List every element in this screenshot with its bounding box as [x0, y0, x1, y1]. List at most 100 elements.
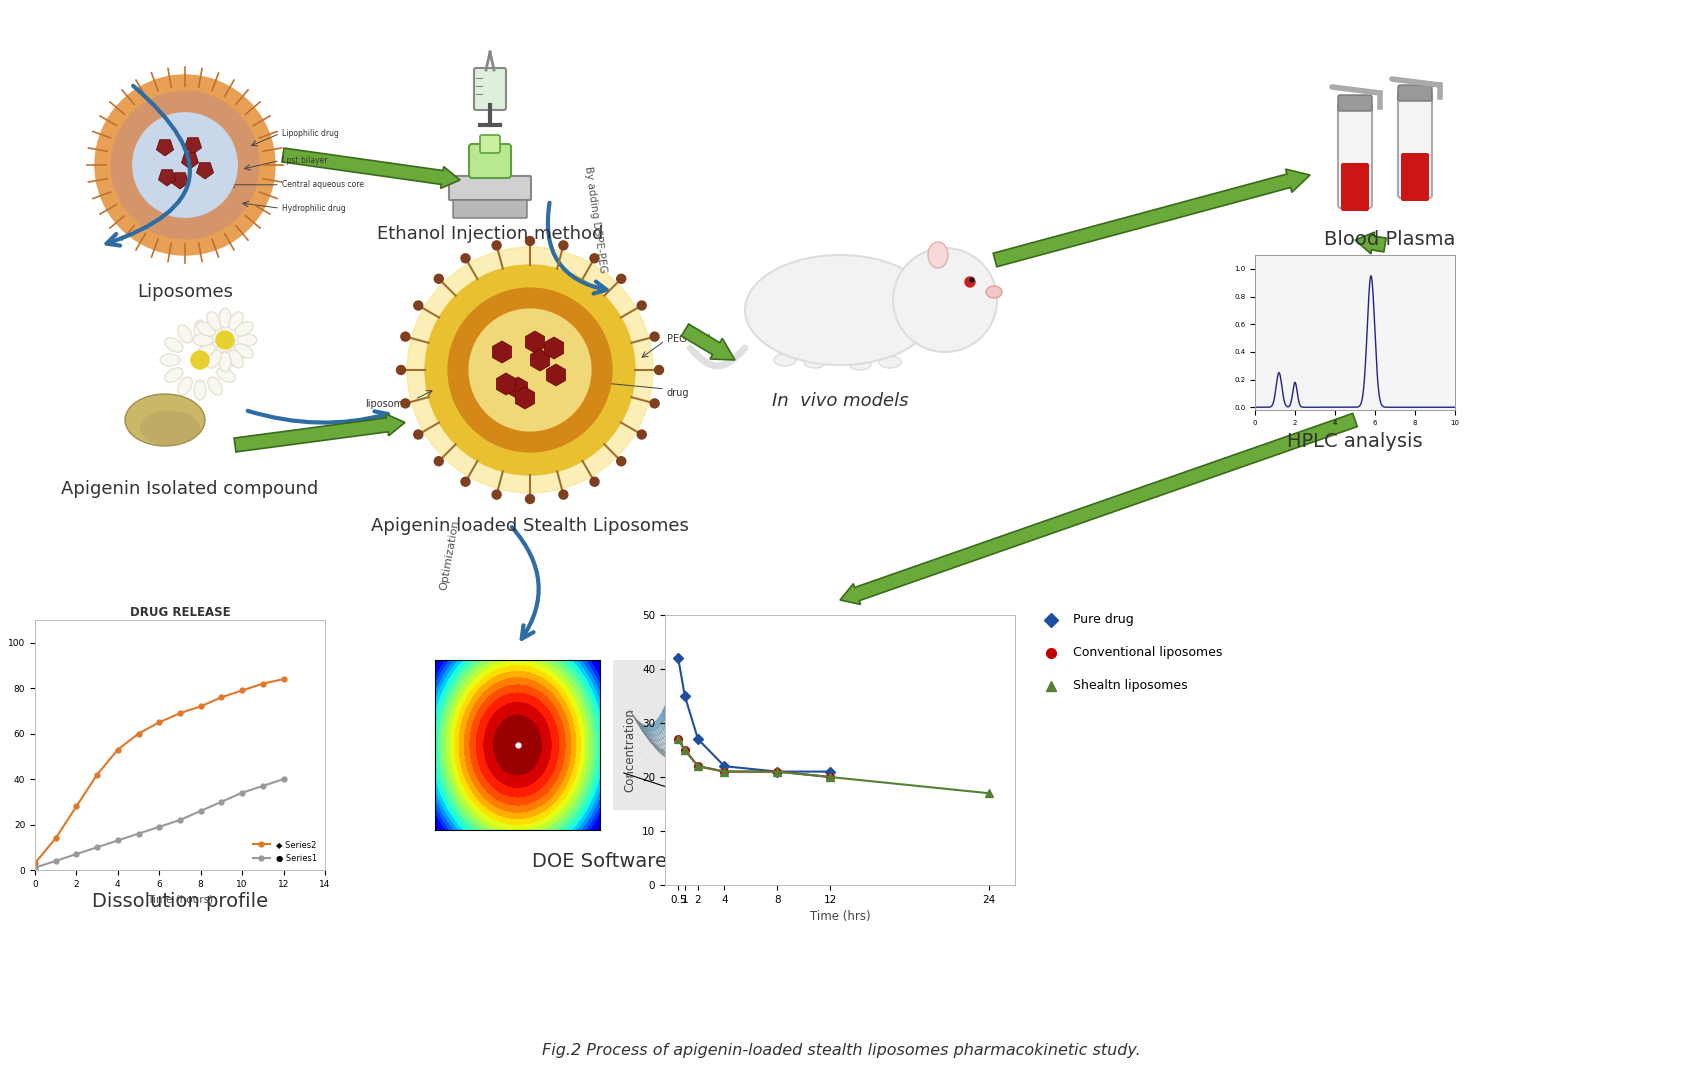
- Ellipse shape: [774, 354, 796, 366]
- Circle shape: [637, 301, 646, 310]
- Text: Apigenin loaded Stealth Liposomes: Apigenin loaded Stealth Liposomes: [372, 516, 690, 535]
- Circle shape: [407, 247, 653, 493]
- FancyArrow shape: [992, 169, 1310, 267]
- Series1: [108, 834, 128, 847]
- Ellipse shape: [220, 354, 241, 366]
- Shealtn liposomes: [688, 760, 708, 773]
- Circle shape: [414, 301, 422, 310]
- Legend: ◆ Series2, ● Series1: ◆ Series2, ● Series1: [249, 837, 321, 866]
- Text: Liposomes: Liposomes: [136, 283, 234, 301]
- FancyBboxPatch shape: [469, 144, 511, 178]
- Text: PEG lipid: PEG lipid: [668, 334, 710, 343]
- Text: Central aqueous core: Central aqueous core: [283, 181, 363, 189]
- Y-axis label: %CDR: %CDR: [0, 728, 2, 761]
- Ellipse shape: [140, 411, 200, 445]
- Series1: [66, 848, 86, 861]
- Text: liposome: liposome: [365, 398, 409, 409]
- Series1: [25, 861, 45, 874]
- Ellipse shape: [178, 377, 192, 395]
- Circle shape: [558, 241, 569, 250]
- FancyArrowPatch shape: [511, 527, 538, 639]
- Series2: [232, 684, 252, 697]
- FancyArrow shape: [234, 414, 405, 452]
- Circle shape: [617, 274, 626, 283]
- Ellipse shape: [165, 368, 183, 382]
- Circle shape: [192, 351, 209, 369]
- Ellipse shape: [193, 380, 205, 400]
- Circle shape: [414, 430, 422, 439]
- Series2: [170, 707, 190, 720]
- Pure drug: [668, 652, 688, 665]
- Ellipse shape: [197, 344, 215, 358]
- Ellipse shape: [217, 368, 235, 382]
- Text: Apigenin Isolated compound: Apigenin Isolated compound: [61, 480, 318, 498]
- Circle shape: [397, 366, 405, 374]
- Series2: [274, 672, 294, 685]
- Circle shape: [893, 247, 997, 352]
- Text: Hydrophilic drug: Hydrophilic drug: [283, 203, 346, 213]
- FancyBboxPatch shape: [1337, 102, 1373, 208]
- Pure drug: [821, 765, 841, 778]
- Series2: [252, 677, 272, 690]
- Circle shape: [651, 399, 659, 408]
- Ellipse shape: [193, 334, 214, 346]
- Circle shape: [215, 331, 234, 349]
- FancyArrow shape: [1356, 232, 1386, 254]
- Text: Dissolution profile: Dissolution profile: [93, 892, 267, 911]
- Shealtn liposomes: [821, 770, 841, 783]
- Pure drug: [767, 765, 787, 778]
- Circle shape: [493, 241, 501, 250]
- Series2: [87, 768, 108, 781]
- Circle shape: [590, 254, 599, 263]
- Circle shape: [590, 478, 599, 486]
- Series1: [212, 795, 232, 808]
- FancyBboxPatch shape: [1398, 85, 1431, 101]
- Series2: [190, 699, 210, 712]
- Title: DRUG RELEASE: DRUG RELEASE: [130, 606, 230, 619]
- Circle shape: [525, 237, 535, 245]
- Ellipse shape: [219, 308, 230, 328]
- Circle shape: [94, 75, 274, 255]
- Ellipse shape: [217, 338, 235, 352]
- Circle shape: [434, 456, 444, 466]
- Conventional liposomes: [668, 733, 688, 746]
- FancyBboxPatch shape: [1341, 162, 1369, 211]
- Circle shape: [426, 265, 636, 475]
- Text: In  vivo models: In vivo models: [772, 392, 908, 410]
- FancyArrow shape: [283, 148, 459, 188]
- Series1: [45, 854, 66, 867]
- Ellipse shape: [880, 356, 902, 368]
- Series1: [170, 813, 190, 826]
- Ellipse shape: [804, 356, 826, 368]
- Circle shape: [558, 490, 569, 499]
- Pure drug: [715, 760, 735, 773]
- Ellipse shape: [209, 377, 222, 395]
- Line: Conventional liposomes: Conventional liposomes: [674, 735, 834, 781]
- Circle shape: [133, 113, 237, 217]
- Ellipse shape: [237, 334, 257, 346]
- Series2: [66, 799, 86, 812]
- Series2: [25, 856, 45, 869]
- Text: HPLC analysis: HPLC analysis: [1287, 431, 1423, 451]
- FancyArrow shape: [839, 413, 1357, 605]
- Ellipse shape: [928, 242, 949, 268]
- Shealtn liposomes: [715, 765, 735, 778]
- FancyBboxPatch shape: [449, 176, 532, 200]
- Conventional liposomes: [767, 765, 787, 778]
- Text: Pure drug: Pure drug: [1073, 613, 1134, 626]
- Series1: [190, 805, 210, 818]
- Series1: [274, 773, 294, 785]
- Series2: [150, 716, 170, 728]
- Text: Conventional liposomes: Conventional liposomes: [1073, 647, 1223, 660]
- Circle shape: [434, 274, 444, 283]
- Series2: [128, 727, 148, 740]
- X-axis label: Time (hrs): Time (hrs): [809, 910, 870, 923]
- FancyArrow shape: [681, 324, 735, 360]
- Ellipse shape: [209, 325, 222, 343]
- Circle shape: [400, 399, 410, 408]
- Ellipse shape: [197, 322, 215, 336]
- Y-axis label: Concentration: Concentration: [624, 708, 636, 792]
- FancyBboxPatch shape: [1401, 153, 1430, 201]
- Pure drug: [674, 690, 695, 703]
- Series2: [45, 832, 66, 845]
